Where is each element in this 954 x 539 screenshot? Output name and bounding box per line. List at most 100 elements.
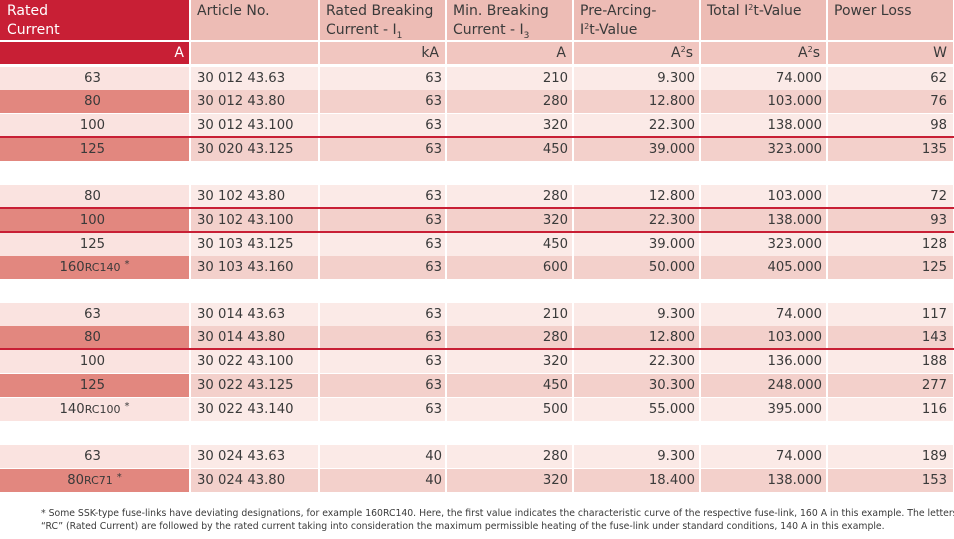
- cell-rated-current: 125: [0, 138, 189, 161]
- header-power-loss-label: Power Loss: [834, 3, 912, 19]
- cell-pre-arcing: 12.800: [574, 326, 699, 349]
- cell-min-breaking: 450: [447, 374, 572, 397]
- cell-min-breaking: 210: [447, 67, 572, 90]
- cell-power-loss: 98: [828, 114, 953, 137]
- cell-rated-current: 63: [0, 445, 189, 468]
- cell-power-loss: 93: [828, 209, 953, 232]
- cell-pre-arcing: 30.300: [574, 374, 699, 397]
- cell-article: 30 022 43.125: [191, 374, 318, 397]
- current-value: 140: [59, 402, 85, 417]
- cell-pre-arcing: 9.300: [574, 303, 699, 326]
- header-rated-current-label: Rated Current: [7, 3, 60, 38]
- current-value: 63: [84, 307, 101, 322]
- cell-min-breaking: 600: [447, 256, 572, 279]
- unit-power-loss: W: [828, 42, 953, 64]
- cell-article: 30 012 43.100: [191, 114, 318, 137]
- cell-rated-current: 100: [0, 350, 189, 373]
- cell-power-loss: 125: [828, 256, 953, 279]
- header-rated-current: Rated Current: [0, 0, 189, 40]
- header-min-breaking-line2: Current - I: [453, 22, 524, 38]
- cell-min-breaking: 320: [447, 350, 572, 373]
- unit-pre-arcing-a: A: [671, 45, 681, 61]
- unit-total: A2s: [701, 42, 826, 64]
- table-row: 63 30 012 43.63 63 210 9.300 74.000 62: [0, 67, 954, 90]
- table-row: 80 30 102 43.80 63 280 12.800 103.000 72: [0, 185, 954, 208]
- header-pre-arcing-line2-a: I: [580, 22, 585, 38]
- cell-pre-arcing: 50.000: [574, 256, 699, 279]
- cell-total: 74.000: [701, 67, 826, 90]
- table-row: 160RC140 * 30 103 43.160 63 600 50.000 40…: [0, 256, 954, 279]
- cell-pre-arcing: 12.800: [574, 185, 699, 208]
- current-value: 100: [79, 213, 106, 228]
- cell-rated-breaking: 63: [320, 138, 445, 161]
- cell-article: 30 022 43.100: [191, 350, 318, 373]
- unit-article-empty: [191, 42, 318, 64]
- units-row: A kA A A2s A2s W: [0, 42, 954, 64]
- header-pre-arcing-sup: 2: [584, 22, 590, 31]
- cell-pre-arcing: 55.000: [574, 398, 699, 421]
- current-value: 100: [79, 354, 106, 369]
- cell-rated-breaking: 63: [320, 374, 445, 397]
- unit-min-breaking: A: [447, 42, 572, 64]
- header-article-no-label: Article No.: [197, 3, 270, 19]
- footnote: * Some SSK-type fuse-links have deviatin…: [41, 507, 954, 533]
- table-row: 80 30 012 43.80 63 280 12.800 103.000 76: [0, 90, 954, 113]
- header-power-loss: Power Loss: [828, 0, 953, 40]
- cell-total: 405.000: [701, 256, 826, 279]
- header-rated-breaking: Rated Breaking Current - I1: [320, 0, 445, 41]
- cell-min-breaking: 450: [447, 233, 572, 256]
- cell-rated-breaking: 63: [320, 90, 445, 113]
- rc-suffix: RC100: [84, 403, 121, 416]
- cell-rated-breaking: 63: [320, 350, 445, 373]
- cell-article: 30 020 43.125: [191, 138, 318, 161]
- current-value: 80: [84, 330, 101, 345]
- cell-rated-current: 80: [0, 185, 189, 208]
- table-row: 80 30 014 43.80 63 280 12.800 103.000 14…: [0, 326, 954, 349]
- current-value: 125: [79, 378, 106, 393]
- current-value: 63: [84, 71, 101, 86]
- header-pre-arcing: Pre-Arcing- I2t-Value: [574, 0, 699, 40]
- cell-rated-current: 80: [0, 326, 189, 349]
- cell-rated-current: 63: [0, 303, 189, 326]
- current-value: 80: [84, 189, 101, 204]
- cell-total: 74.000: [701, 445, 826, 468]
- cell-rated-current: 125: [0, 233, 189, 256]
- header-rated-breaking-line1: Rated Breaking: [326, 3, 434, 19]
- cell-rated-breaking: 63: [320, 303, 445, 326]
- cell-article: 30 102 43.80: [191, 185, 318, 208]
- cell-rated-breaking: 63: [320, 114, 445, 137]
- cell-power-loss: 72: [828, 185, 953, 208]
- current-value: 80: [67, 473, 84, 488]
- cell-pre-arcing: 22.300: [574, 350, 699, 373]
- cell-power-loss: 76: [828, 90, 953, 113]
- table-row: 80RC71 * 30 024 43.80 40 320 18.400 138.0…: [0, 469, 954, 492]
- cell-rated-current: 140RC100 *: [0, 398, 189, 421]
- cell-total: 103.000: [701, 90, 826, 113]
- cell-total: 323.000: [701, 138, 826, 161]
- cell-rated-breaking: 63: [320, 67, 445, 90]
- table-row: 125 30 022 43.125 63 450 30.300 248.000 …: [0, 374, 954, 397]
- header-rated-breaking-sub: 1: [396, 31, 403, 41]
- asterisk: *: [116, 472, 122, 483]
- cell-rated-current: 100: [0, 209, 189, 232]
- cell-pre-arcing: 18.400: [574, 469, 699, 492]
- cell-power-loss: 62: [828, 67, 953, 90]
- cell-article: 30 022 43.140: [191, 398, 318, 421]
- unit-total-a: A: [798, 45, 808, 61]
- cell-article: 30 012 43.80: [191, 90, 318, 113]
- cell-total: 395.000: [701, 398, 826, 421]
- cell-total: 136.000: [701, 350, 826, 373]
- unit-rated-breaking: kA: [320, 42, 445, 64]
- cell-min-breaking: 320: [447, 469, 572, 492]
- cell-pre-arcing: 22.300: [574, 114, 699, 137]
- cell-rated-breaking: 63: [320, 256, 445, 279]
- cell-min-breaking: 320: [447, 114, 572, 137]
- header-total-a: Total I: [707, 3, 749, 19]
- cell-article: 30 103 43.160: [191, 256, 318, 279]
- cell-rated-breaking: 40: [320, 469, 445, 492]
- cell-power-loss: 153: [828, 469, 953, 492]
- unit-pre-arcing-sup: 2: [680, 45, 686, 54]
- cell-rated-breaking: 40: [320, 445, 445, 468]
- asterisk: *: [124, 259, 130, 270]
